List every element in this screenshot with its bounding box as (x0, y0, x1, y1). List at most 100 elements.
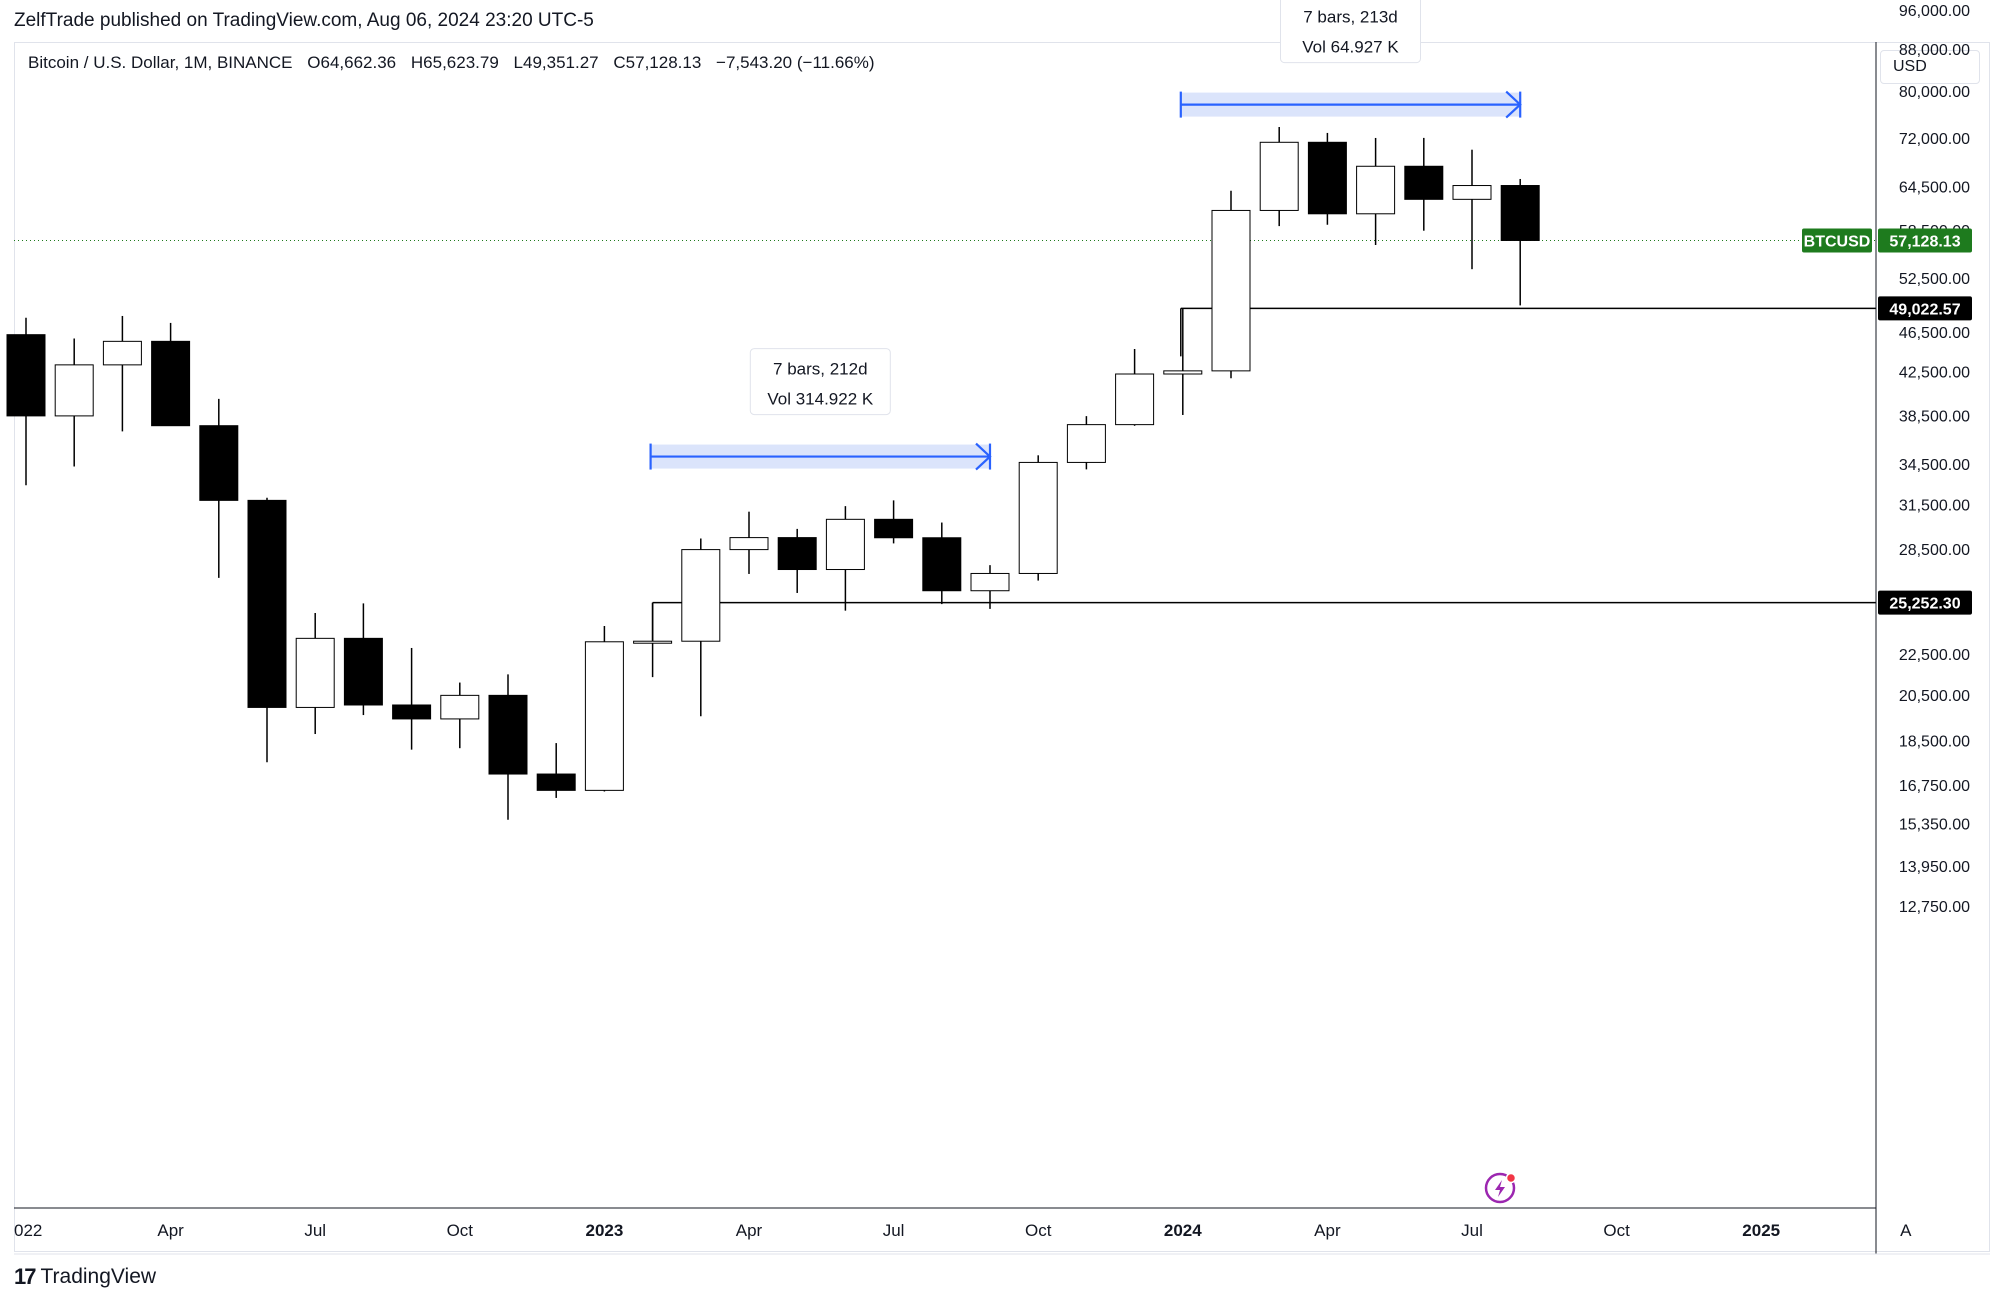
candle-body (1259, 141, 1299, 211)
price-tick-label: 38,500.00 (1899, 409, 1970, 426)
open-value: 64,662.36 (320, 53, 397, 72)
candle-body (6, 334, 46, 417)
time-tick-label: Jul (1461, 1221, 1483, 1240)
level-low-badge-text: 25,252.30 (1889, 596, 1960, 613)
candle (1018, 455, 1058, 581)
chart-frame (14, 42, 1990, 1252)
candle (392, 647, 432, 750)
last-price-badge-text: 57,128.13 (1889, 233, 1960, 250)
close-value: 57,128.13 (625, 53, 702, 72)
candle-body (633, 640, 673, 644)
candle (970, 565, 1010, 609)
candle-body (536, 773, 576, 791)
candle (729, 511, 769, 574)
candle-body (1404, 165, 1444, 200)
icons (1484, 1172, 1517, 1204)
candle (343, 603, 383, 716)
candle (536, 743, 576, 798)
price-tick-label: 42,500.00 (1899, 365, 1970, 382)
candle-body (1115, 373, 1155, 426)
candle-body (777, 537, 817, 571)
candle-body (54, 364, 94, 417)
candle (1307, 132, 1347, 225)
candle (1211, 190, 1251, 379)
last-price-badge: 57,128.13 (1878, 228, 1972, 253)
symbol-name[interactable]: Bitcoin / U.S. Dollar, 1M, BINANCE (28, 53, 293, 72)
measure-label-box (749, 348, 891, 416)
candle (1066, 416, 1106, 470)
candle (6, 317, 46, 486)
time-tick-label: Apr (1314, 1221, 1341, 1240)
price-tick-label: 13,950.00 (1899, 859, 1970, 876)
price-tick-label: 88,000.00 (1899, 42, 1970, 59)
candle (295, 612, 335, 735)
candle-body (1066, 424, 1106, 463)
price-tick-label: 12,750.00 (1899, 899, 1970, 916)
price-tick-label: 18,500.00 (1899, 734, 1970, 751)
level-high-badge-text: 49,022.57 (1889, 301, 1960, 318)
lightning-icon[interactable] (1484, 1172, 1517, 1204)
measure-label-volume: Vol 314.922 K (767, 390, 874, 409)
notification-dot-icon (1505, 1172, 1517, 1184)
time-tick-label: Jul (304, 1221, 326, 1240)
candle-body (1018, 461, 1058, 574)
measure-tools[interactable]: 7 bars, 212d Vol 314.922 K 7 bars, 213d Vol… (649, 0, 1522, 471)
candle (1259, 127, 1299, 227)
candle-body (825, 518, 865, 571)
price-tick-label: 16,750.00 (1899, 778, 1970, 795)
candle (681, 538, 721, 717)
change-value: −7,543.20 (−11.66%) (716, 53, 875, 72)
candle (874, 500, 914, 544)
low-value: 49,351.27 (523, 53, 599, 72)
candle-body (295, 637, 335, 708)
candle (777, 528, 817, 593)
candle-body (1356, 165, 1396, 215)
candle (199, 398, 239, 578)
time-tick-label: Apr (736, 1221, 763, 1240)
level-low-badge: 25,252.30 (1878, 590, 1972, 615)
time-tick-label: Apr (157, 1221, 184, 1240)
price-tick-label: 46,500.00 (1899, 325, 1970, 342)
time-tick-label: 2024 (1164, 1221, 1202, 1240)
candle (1356, 137, 1396, 245)
candle (1404, 137, 1444, 231)
candle-body (1307, 141, 1347, 215)
symbol-badge-text: BTCUSD (1804, 233, 1871, 250)
lightning-icon-ring (1484, 1172, 1516, 1204)
price-tick-label: 15,350.00 (1899, 816, 1970, 833)
candle-body (922, 537, 962, 592)
price-tick-label: 72,000.00 (1899, 131, 1970, 148)
candle-body (440, 694, 480, 720)
candle-body (1500, 185, 1540, 241)
candle-body (1163, 370, 1203, 375)
level-low-badge-bg (1878, 590, 1972, 615)
tradingview-logo[interactable]: 17 TradingView (14, 1264, 156, 1290)
candle (825, 506, 865, 611)
lightning-icon-bolt (1495, 1180, 1505, 1197)
candle (102, 315, 142, 432)
candle-body (1452, 185, 1492, 200)
price-tick-label: 22,500.00 (1899, 647, 1970, 664)
open-label: O (307, 53, 321, 72)
candle-body (874, 518, 914, 539)
candle (633, 602, 673, 678)
level-high-badge-bg (1878, 296, 1972, 321)
candle-body (1211, 209, 1251, 372)
time-tick-label: Jul (883, 1221, 905, 1240)
last-price-badge-bg (1878, 228, 1972, 253)
measure-label-volume: Vol 64.927 K (1302, 38, 1399, 57)
candle (584, 625, 624, 792)
candle (1115, 349, 1155, 426)
symbol-badge-bg (1802, 228, 1872, 253)
time-tick-label: 022 (14, 1221, 42, 1240)
candle-body (681, 549, 721, 642)
time-tick-label: Oct (1603, 1221, 1630, 1240)
candle-body (584, 641, 624, 791)
price-tick-label: 20,500.00 (1899, 688, 1970, 705)
candle-body (729, 537, 769, 551)
axes: 108,000.0096,000.0088,000.0080,000.0072,… (14, 3, 1990, 1255)
candle-body (488, 694, 528, 775)
price-tick-label: 80,000.00 (1899, 84, 1970, 101)
currency-selector[interactable]: USD (1880, 50, 1980, 84)
